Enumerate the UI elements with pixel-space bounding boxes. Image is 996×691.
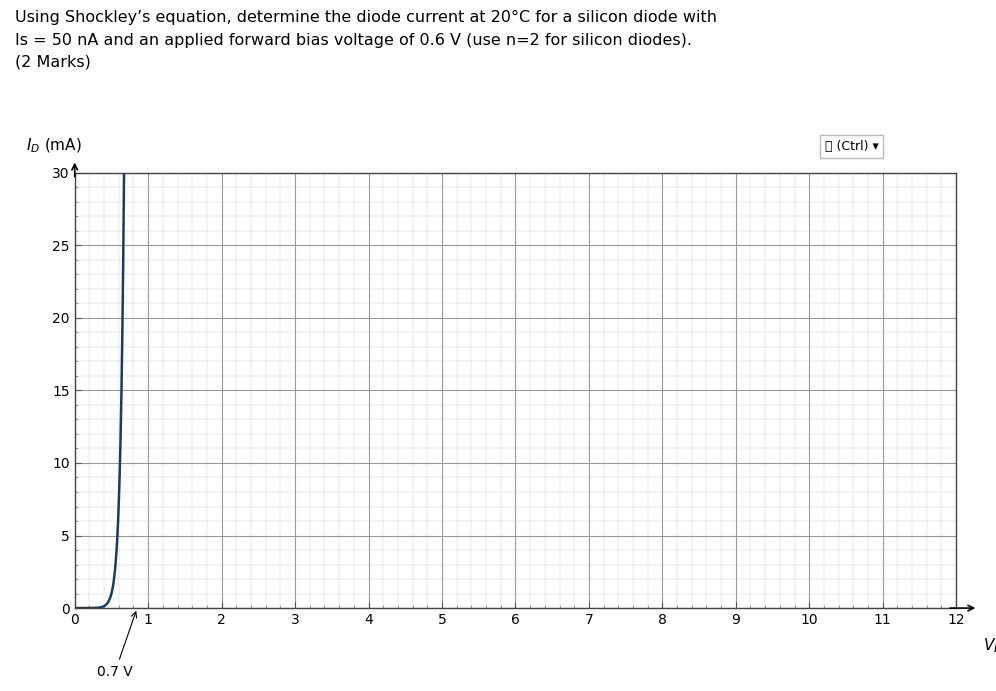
Text: 0.7 V: 0.7 V xyxy=(98,612,136,679)
Text: ⧉ (Ctrl) ▾: ⧉ (Ctrl) ▾ xyxy=(825,140,878,153)
Text: Using Shockley’s equation, determine the diode current at 20°C for a silicon dio: Using Shockley’s equation, determine the… xyxy=(15,10,717,70)
Text: $\mathit{V}_D$ (V): $\mathit{V}_D$ (V) xyxy=(983,636,996,655)
Text: $\mathit{I}_D$ (mA): $\mathit{I}_D$ (mA) xyxy=(26,137,82,155)
